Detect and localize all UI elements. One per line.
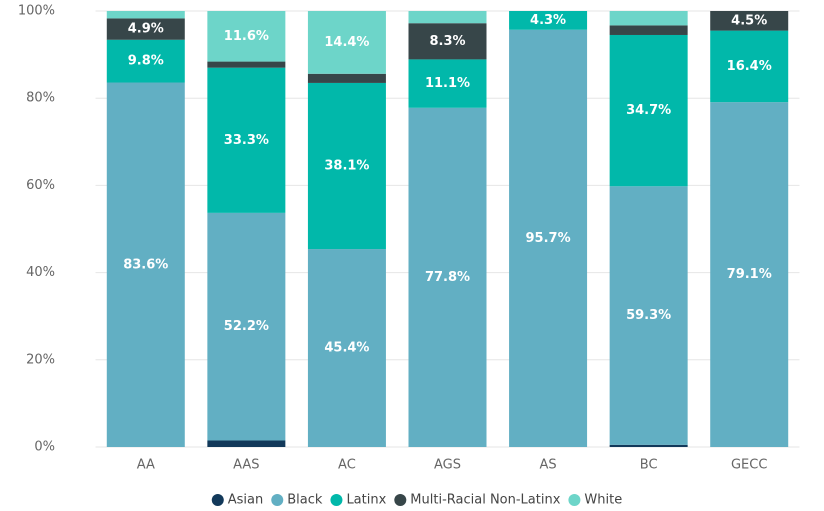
bar-segment — [408, 59, 487, 108]
legend-label: White — [584, 493, 622, 508]
bar-segment — [509, 29, 588, 448]
bar-segment — [207, 440, 286, 447]
y-tick-label: 80% — [26, 91, 55, 106]
x-tick-label: AAS — [233, 458, 259, 473]
bar-segment — [106, 18, 185, 40]
value-label: 38.1% — [324, 158, 369, 173]
bar-segment — [106, 11, 185, 19]
x-tick-label: BC — [640, 458, 658, 473]
bar-segment — [609, 444, 688, 447]
bar-segment — [609, 186, 688, 445]
legend-label: Latinx — [346, 493, 386, 508]
bar-segment — [710, 30, 789, 103]
legend-swatch — [271, 494, 284, 506]
legend-label: Black — [287, 493, 323, 508]
legend-label: Asian — [228, 493, 263, 508]
y-tick-label: 40% — [26, 265, 55, 280]
value-label: 14.4% — [324, 35, 369, 50]
bar-segment — [207, 11, 286, 62]
x-tick-label: AS — [539, 458, 556, 473]
value-label: 4.3% — [530, 13, 566, 28]
value-label: 8.3% — [429, 34, 465, 49]
value-label: 45.4% — [324, 341, 369, 356]
value-label: 95.7% — [526, 231, 571, 246]
value-label: 79.1% — [727, 267, 772, 282]
y-tick-label: 60% — [26, 178, 55, 193]
x-tick-label: AGS — [434, 458, 461, 473]
bar-segment — [609, 11, 688, 26]
value-label: 59.3% — [626, 308, 671, 323]
bar-segment — [106, 39, 185, 83]
value-label: 4.5% — [731, 13, 767, 28]
bar-segment — [207, 61, 286, 68]
value-label: 11.1% — [425, 76, 470, 91]
legend-swatch — [394, 494, 407, 506]
legend-swatch — [330, 494, 343, 506]
bar-segment — [307, 73, 386, 83]
x-tick-label: AC — [338, 458, 356, 473]
value-label: 33.3% — [224, 133, 269, 148]
bar-segment — [207, 67, 286, 213]
bar-segment — [408, 23, 487, 60]
bar-segment — [408, 11, 487, 24]
value-label: 83.6% — [123, 257, 168, 272]
x-tick-label: GECC — [731, 458, 767, 473]
legend-swatch — [211, 494, 224, 506]
bar-segment — [307, 249, 386, 447]
bar-segment — [207, 212, 286, 441]
legend-swatch — [568, 494, 581, 506]
bar-segment — [106, 82, 185, 447]
y-tick-label: 100% — [18, 4, 55, 19]
bar-segment — [408, 107, 487, 448]
value-label: 34.7% — [626, 103, 671, 118]
y-tick-label: 0% — [34, 440, 55, 455]
bar-segment — [307, 82, 386, 250]
bar-segment — [509, 11, 588, 30]
value-label: 11.6% — [224, 29, 269, 44]
legend-label: Multi-Racial Non-Latinx — [410, 493, 560, 508]
x-tick-label: AA — [137, 458, 155, 473]
value-label: 4.9% — [128, 22, 164, 37]
bar-segment — [307, 11, 386, 74]
bar-segment — [710, 11, 789, 31]
value-label: 9.8% — [128, 54, 164, 69]
bar-segment — [609, 34, 688, 187]
value-label: 77.8% — [425, 270, 470, 285]
bar-segment — [609, 25, 688, 35]
bar-segment — [710, 102, 789, 448]
value-label: 52.2% — [224, 319, 269, 334]
value-label: 16.4% — [727, 59, 772, 74]
y-tick-label: 20% — [26, 352, 55, 367]
